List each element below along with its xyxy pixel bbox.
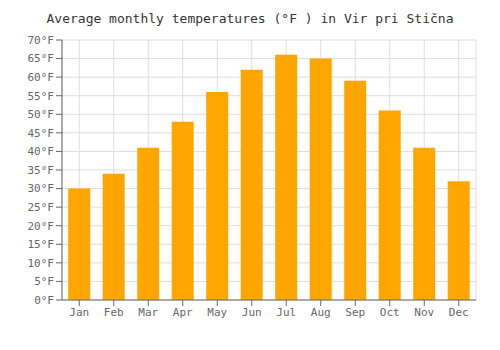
svg-text:Oct: Oct xyxy=(380,306,400,319)
html-text:Average monthly temperatures (: Average monthly temperatures (°F ) in Vi… xyxy=(46,11,454,26)
svg-text:30°F: 30°F xyxy=(28,182,55,195)
svg-text:Nov: Nov xyxy=(414,306,434,319)
svg-text:Sep: Sep xyxy=(345,306,365,319)
svg-text:45°F: 45°F xyxy=(28,127,55,140)
svg-text:70°F: 70°F xyxy=(28,34,55,47)
svg-text:0°F: 0°F xyxy=(34,294,54,307)
svg-text:60°F: 60°F xyxy=(28,71,55,84)
svg-text:Feb: Feb xyxy=(104,306,124,319)
svg-text:40°F: 40°F xyxy=(28,145,55,158)
svg-text:35°F: 35°F xyxy=(28,164,55,177)
svg-text:5°F: 5°F xyxy=(34,275,54,288)
svg-text:Apr: Apr xyxy=(173,306,193,319)
svg-text:20°F: 20°F xyxy=(28,220,55,233)
svg-text:Jul: Jul xyxy=(276,306,296,319)
svg-text:15°F: 15°F xyxy=(28,238,55,251)
svg-text:Dec: Dec xyxy=(449,306,469,319)
svg-text:Jun: Jun xyxy=(242,306,262,319)
svg-text:Mar: Mar xyxy=(138,306,158,319)
svg-text:10°F: 10°F xyxy=(28,257,55,270)
svg-text:65°F: 65°F xyxy=(28,52,55,65)
svg-text:25°F: 25°F xyxy=(28,201,55,214)
svg-text:55°F: 55°F xyxy=(28,90,55,103)
svg-text:Aug: Aug xyxy=(311,306,331,319)
svg-text:May: May xyxy=(207,306,227,319)
svg-text:Jan: Jan xyxy=(69,306,89,319)
svg-text:50°F: 50°F xyxy=(28,108,55,121)
